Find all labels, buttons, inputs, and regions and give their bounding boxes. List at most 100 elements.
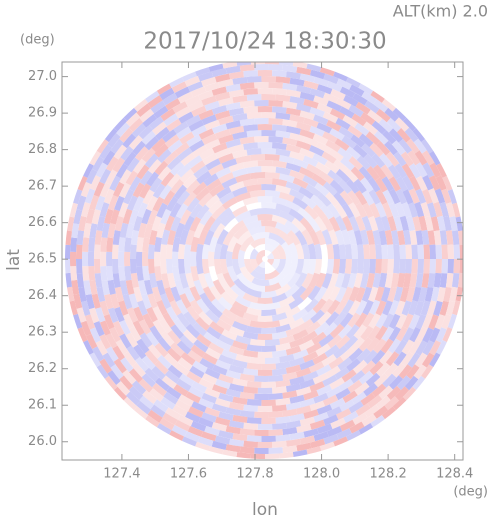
echo-cell [358, 83, 374, 95]
echo-cell [381, 406, 396, 420]
echo-cell [243, 106, 258, 114]
echo-cell [415, 326, 428, 343]
echo-cell [95, 162, 108, 178]
echo-cell [341, 135, 357, 149]
echo-cell [332, 259, 341, 275]
echo-cell [368, 215, 379, 232]
echo-cell [100, 251, 107, 267]
echo-cell [205, 194, 220, 209]
echo-cell [183, 286, 195, 303]
echo-cell [99, 300, 110, 316]
echo-cell [138, 378, 153, 393]
echo-cell [139, 170, 153, 186]
echo-cell [180, 352, 196, 366]
echo-cell [424, 286, 434, 303]
echo-cell [225, 407, 241, 416]
echo-cell [156, 202, 168, 219]
echo-cell [195, 187, 210, 202]
echo-cell [69, 300, 78, 316]
echo-cell [179, 335, 195, 350]
echo-cell [310, 438, 326, 449]
echo-cell [177, 414, 194, 427]
echo-cell [285, 107, 302, 117]
echo-cell [278, 62, 294, 66]
echo-cell [215, 359, 231, 371]
echo-cell [281, 259, 293, 277]
echo-cell [216, 229, 229, 246]
echo-cell [409, 230, 418, 245]
echo-cell [116, 381, 131, 396]
echo-cell [239, 266, 255, 283]
echo-cell [298, 186, 314, 200]
echo-cell [93, 181, 105, 197]
echo-cell [101, 280, 110, 296]
echo-cell [205, 309, 220, 324]
echo-cell [412, 128, 426, 143]
echo-cell [165, 259, 173, 274]
echo-cell [246, 344, 262, 352]
echo-cell [190, 86, 207, 98]
echo-cell [250, 453, 265, 460]
echo-cell [175, 399, 191, 412]
echo-cell [185, 272, 196, 289]
echo-cell [208, 236, 219, 253]
echo-cell [394, 300, 406, 317]
echo-cell [254, 136, 269, 143]
echo-cell [152, 382, 167, 397]
echo-cell [435, 327, 447, 343]
echo-cell [424, 215, 434, 232]
echo-cell [394, 201, 406, 218]
echo-cell [335, 286, 347, 303]
echo-cell [65, 230, 72, 246]
echo-cell [128, 209, 139, 225]
echo-cell [407, 352, 421, 368]
echo-cell [177, 147, 193, 161]
echo-cell [218, 172, 235, 184]
echo-cell [367, 109, 383, 124]
echo-cell [107, 279, 116, 295]
echo-cell [76, 259, 83, 274]
echo-cell [296, 442, 312, 452]
echo-cell [414, 150, 428, 166]
echo-cell [246, 112, 262, 120]
echo-cell [257, 441, 273, 449]
echo-cell [235, 191, 251, 203]
echo-cell [229, 89, 244, 98]
echo-cell [388, 375, 404, 390]
echo-cell [177, 259, 186, 275]
echo-cell [333, 191, 347, 207]
echo-cell [157, 166, 172, 181]
echo-cell [402, 189, 414, 205]
echo-cell [83, 340, 94, 355]
echo-cell [222, 272, 236, 288]
echo-cell [347, 229, 357, 245]
echo-cell [267, 252, 275, 259]
echo-cell [356, 155, 371, 170]
echo-cell [265, 62, 280, 65]
echo-cell [178, 111, 194, 124]
echo-cell [239, 136, 255, 145]
echo-cell [316, 404, 333, 415]
echo-cell [406, 364, 420, 380]
echo-cell [233, 225, 249, 240]
echo-cell [361, 360, 376, 375]
echo-cell [268, 272, 286, 286]
echo-cell [174, 222, 185, 239]
echo-cell [203, 229, 215, 246]
echo-cell [368, 189, 381, 205]
echo-cell [409, 327, 421, 343]
echo-cell [223, 285, 239, 301]
echo-cell [188, 406, 204, 418]
echo-cell [150, 100, 166, 114]
echo-cell [199, 357, 215, 370]
echo-cell [95, 195, 106, 211]
echo-cell [183, 191, 197, 207]
echo-cell [328, 272, 339, 289]
echo-cell [387, 259, 395, 274]
echo-cell [197, 436, 214, 447]
echo-cell [114, 306, 125, 323]
echo-cell [192, 322, 207, 337]
echo-cell [375, 300, 387, 316]
echo-cell [323, 73, 339, 85]
echo-cell [164, 353, 179, 368]
